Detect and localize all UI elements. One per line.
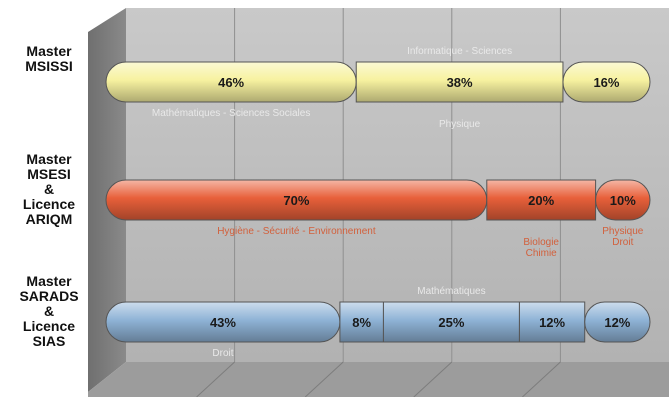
chart-floor xyxy=(88,362,669,397)
grid-floor-line-3 xyxy=(522,361,561,397)
bar-value-label: 25% xyxy=(438,315,464,330)
bar-value-label: 12% xyxy=(539,315,565,330)
grid-floor-line-1 xyxy=(304,361,344,397)
bar-segment xyxy=(339,301,384,343)
category-label-line: MSESI xyxy=(27,166,71,182)
category-label-line: Master xyxy=(26,273,72,289)
bar-segment xyxy=(562,61,651,103)
bar-annotation: Mathématiques - Sciences Sociales xyxy=(152,108,310,119)
bar-annotation: Droit xyxy=(212,348,233,359)
bar-annotation: Physique xyxy=(602,226,644,237)
category-label: Master MSISSI xyxy=(0,44,98,74)
category-label-line: Licence xyxy=(22,318,76,334)
category-label-line: ARIQM xyxy=(25,211,73,227)
bar-segment xyxy=(584,301,651,343)
bar-value-label: 38% xyxy=(447,75,473,90)
bar-annotation: Biologie xyxy=(523,237,559,248)
category-label: Master MSESI & Licence ARIQM xyxy=(0,152,98,227)
grid-floor-line-2 xyxy=(413,361,453,397)
category-label-line: Master xyxy=(26,151,72,167)
bar-segment xyxy=(518,301,586,343)
bar-segment xyxy=(355,61,564,103)
category-label-line: Master xyxy=(26,43,72,59)
bar-value-label: 10% xyxy=(610,193,636,208)
grid-floor-line-0 xyxy=(196,361,235,397)
bar-annotation: Hygiène - Sécurité - Environnement xyxy=(217,226,376,237)
bar-value-label: 43% xyxy=(210,315,236,330)
category-label: Master SARADS & Licence SIAS xyxy=(0,274,98,349)
bar-value-label: 16% xyxy=(593,75,619,90)
category-label-line: & xyxy=(43,303,55,319)
bar-annotation: Chimie xyxy=(526,248,558,259)
category-label-line: & xyxy=(43,181,55,197)
category-label-line: SARADS xyxy=(19,288,79,304)
bar-segment xyxy=(486,179,597,221)
bar-annotation: Droit xyxy=(612,237,633,248)
bar-annotation: Mathématiques xyxy=(417,286,485,297)
bar-annotation: Physique xyxy=(439,119,481,130)
bar-value-label: 12% xyxy=(604,315,630,330)
category-label-line: SIAS xyxy=(32,333,66,349)
category-label-line: MSISSI xyxy=(25,58,73,74)
bar-value-label: 20% xyxy=(528,193,554,208)
bar-annotations: 46% 38% 16% Informatique - Sciences Mathémat… xyxy=(152,46,644,359)
bar-annotation: Informatique - Sciences xyxy=(407,46,512,57)
category-label-line: Licence xyxy=(22,196,76,212)
bar-segment xyxy=(382,301,520,343)
bar-value-label: 8% xyxy=(352,315,371,330)
bars xyxy=(105,61,651,343)
bar-value-label: 70% xyxy=(283,193,309,208)
bar-segment xyxy=(595,179,651,221)
bar-value-label: 46% xyxy=(218,75,244,90)
